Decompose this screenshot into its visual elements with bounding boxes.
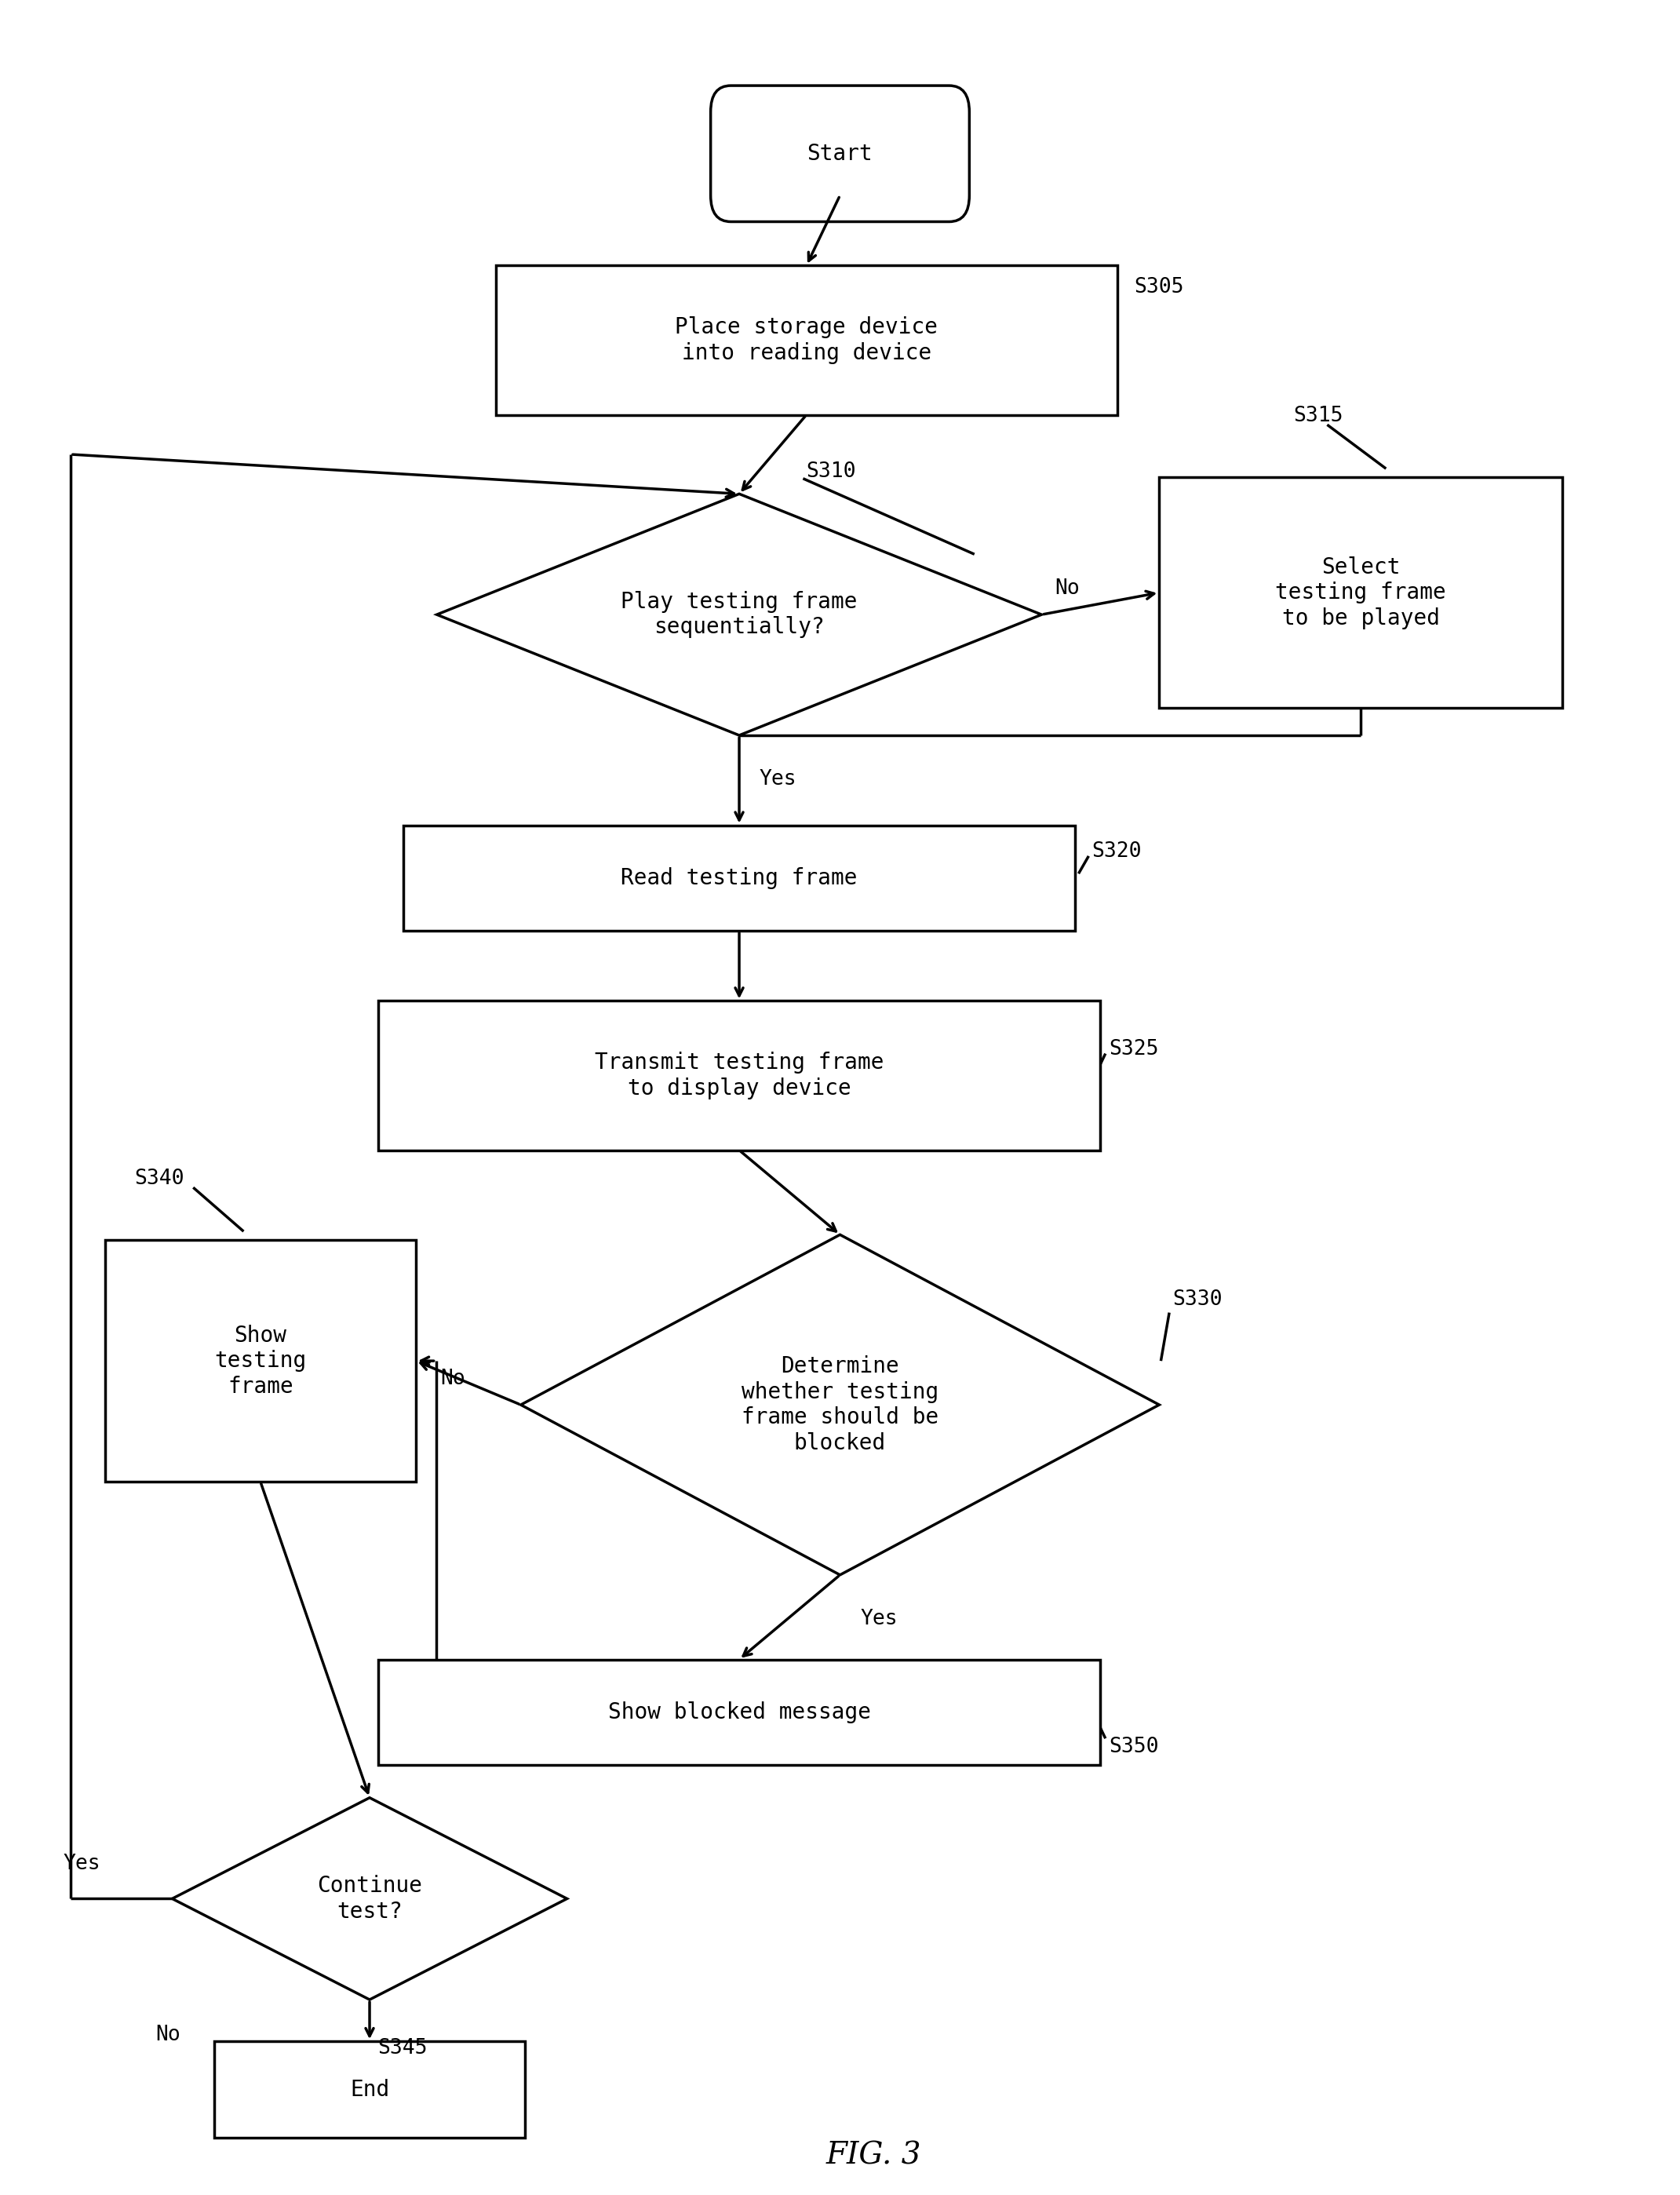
Text: Yes: Yes: [64, 1853, 101, 1875]
Text: S315: S315: [1294, 406, 1344, 426]
Text: Yes: Yes: [860, 1609, 897, 1629]
Bar: [104, 1240, 417, 1482]
Text: Read testing frame: Read testing frame: [622, 867, 857, 889]
Text: Play testing frame
sequentially?: Play testing frame sequentially?: [622, 590, 857, 639]
Bar: [378, 1001, 1100, 1150]
Text: No: No: [1055, 577, 1080, 599]
Text: S305: S305: [1134, 277, 1184, 299]
Bar: [403, 825, 1075, 931]
Text: FIG. 3: FIG. 3: [827, 2140, 921, 2171]
Text: Show blocked message: Show blocked message: [608, 1701, 870, 1723]
Bar: [215, 2041, 524, 2138]
Text: S320: S320: [1092, 841, 1142, 863]
Text: S350: S350: [1109, 1736, 1159, 1758]
Text: Continue
test?: Continue test?: [318, 1875, 422, 1923]
Bar: [378, 1659, 1100, 1765]
FancyBboxPatch shape: [711, 86, 969, 222]
Text: Determine
whether testing
frame should be
blocked: Determine whether testing frame should b…: [741, 1357, 939, 1453]
Text: S345: S345: [378, 2037, 428, 2059]
Text: Start: Start: [806, 143, 874, 165]
Polygon shape: [437, 494, 1042, 735]
Text: S325: S325: [1109, 1038, 1159, 1060]
Text: S310: S310: [806, 461, 857, 483]
Text: End: End: [349, 2079, 390, 2101]
Text: Yes: Yes: [759, 768, 796, 790]
Text: S330: S330: [1173, 1288, 1223, 1310]
Bar: [496, 266, 1117, 415]
Text: Show
testing
frame: Show testing frame: [215, 1324, 306, 1398]
Bar: [1159, 476, 1562, 707]
Text: No: No: [440, 1367, 465, 1389]
Text: Select
testing frame
to be played: Select testing frame to be played: [1275, 555, 1446, 630]
Text: S340: S340: [134, 1168, 185, 1190]
Polygon shape: [173, 1798, 568, 2000]
Text: Place storage device
into reading device: Place storage device into reading device: [675, 316, 937, 364]
Polygon shape: [521, 1234, 1159, 1576]
Text: Transmit testing frame
to display device: Transmit testing frame to display device: [595, 1051, 884, 1100]
Text: No: No: [155, 2024, 180, 2046]
